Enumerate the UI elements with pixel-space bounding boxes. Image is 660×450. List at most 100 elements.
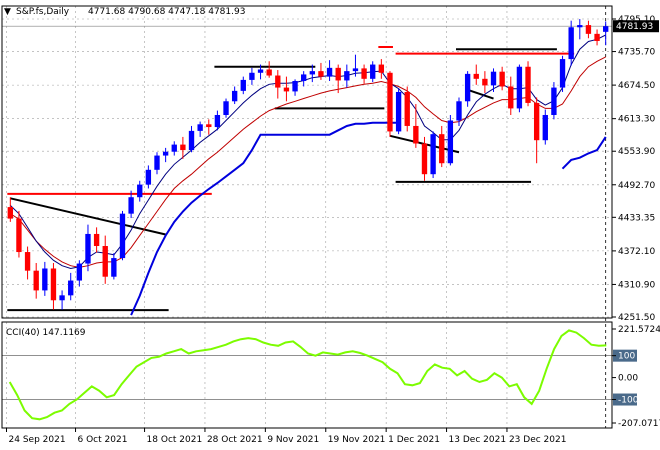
candle-body: [171, 144, 177, 152]
symbol-dropdown-icon[interactable]: ▼: [4, 7, 11, 17]
cci-level-badge: [613, 393, 637, 406]
candle-body: [59, 295, 65, 301]
long-moving-average-line: [130, 121, 399, 316]
cci-tick-label: 0.00: [618, 374, 638, 384]
candle-body: [16, 218, 22, 253]
candle-body: [542, 114, 548, 141]
symbol-label: S&P.fs,Daily: [16, 7, 70, 17]
date-tick-label: 6 Oct 2021: [78, 435, 128, 445]
candle-body: [50, 268, 57, 301]
candle-body: [559, 59, 566, 88]
candle-body: [223, 101, 229, 115]
candle-body: [430, 134, 436, 175]
date-tick-label: 13 Dec 2021: [449, 435, 507, 445]
cci-label: CCI(40) 147.1169: [6, 328, 86, 338]
price-tick-label: 4310.90: [618, 280, 655, 290]
price-tick-label: 4492.70: [618, 181, 655, 191]
candle-body: [516, 66, 523, 109]
candle-body: [145, 169, 152, 185]
cci-tick-label: -100: [618, 396, 639, 406]
candle-body: [344, 71, 350, 81]
candle-body: [266, 69, 272, 76]
candle-body: [206, 124, 212, 128]
date-tick-label: 24 Sep 2021: [9, 435, 66, 445]
candle-body: [395, 91, 402, 132]
date-tick-label: 19 Nov 2021: [328, 435, 386, 445]
candle-body: [292, 81, 298, 92]
candle-body: [525, 66, 531, 103]
price-tick-label: 4613.30: [618, 115, 655, 125]
price-panel-frame: [1, 5, 613, 319]
candle-body: [473, 73, 479, 79]
candles: [7, 19, 609, 310]
candle-body: [335, 67, 341, 81]
candle-body: [309, 71, 315, 75]
candle-body: [257, 69, 264, 73]
candle-body: [188, 130, 195, 151]
candle-body: [594, 33, 600, 41]
candle-body: [197, 124, 203, 131]
candle-body: [603, 26, 609, 32]
candle-body: [447, 120, 454, 164]
candle-body: [93, 233, 100, 247]
candle-body: [370, 64, 376, 79]
candle-body: [102, 246, 108, 277]
chart-grid: [2, 6, 612, 428]
candle-body: [439, 134, 445, 164]
candle-body: [24, 252, 31, 271]
candle-body: [387, 72, 393, 132]
axes: 4795.10 4735.70 4674.50 4613.30 4553.90 4492.…: [1, 5, 660, 445]
date-tick-label: 1 Dec 2021: [388, 435, 440, 445]
candle-body: [318, 71, 324, 77]
price-tick-label: 4674.50: [618, 81, 655, 91]
price-tick-label: 4251.50: [618, 313, 655, 323]
candle-body: [111, 258, 117, 277]
candle-body: [7, 207, 13, 219]
candle-body: [85, 233, 91, 264]
moving-averages: [9, 34, 607, 316]
price-tick-label: 4735.70: [618, 48, 655, 58]
ohlc-readout: 4771.68 4790.68 4747.18 4781.93: [88, 7, 245, 17]
date-tick-label: 28 Oct 2021: [207, 435, 263, 445]
candle-body: [456, 101, 462, 121]
candle-body: [378, 64, 385, 73]
candle-body: [154, 155, 160, 170]
current-price-badge: [613, 20, 659, 33]
cci-tick-label: 100: [618, 352, 635, 362]
candle-body: [68, 280, 74, 296]
candle-body: [568, 27, 574, 60]
candle-body: [137, 184, 143, 198]
candle-body: [231, 90, 238, 102]
candle-body: [275, 75, 281, 88]
fast-moving-average-line: [9, 34, 606, 270]
long-moving-average-line: [561, 136, 607, 170]
date-tick-label: 23 Dec 2021: [509, 435, 567, 445]
current-price-label: 4781.93: [616, 22, 653, 32]
candle-body: [162, 151, 169, 156]
cci-panel-frame: [1, 321, 613, 429]
trend-line: [467, 88, 494, 100]
candle-body: [33, 270, 39, 291]
candle-body: [421, 143, 428, 175]
candle-body: [326, 67, 333, 77]
candle-body: [180, 144, 186, 151]
candle-body: [42, 268, 48, 291]
candle-body: [76, 263, 83, 281]
candle-body: [413, 125, 419, 144]
candle-body: [240, 79, 246, 91]
candle-body: [404, 91, 410, 126]
candle-body: [352, 68, 359, 72]
candle-body: [214, 114, 221, 128]
candle-body: [361, 68, 367, 79]
candle-body: [464, 73, 471, 102]
candle-body: [490, 71, 497, 86]
chart-annotations: [2, 6, 612, 428]
candle-body: [533, 102, 540, 141]
candle-body: [128, 197, 134, 214]
trend-line: [10, 197, 166, 236]
candle-body: [301, 74, 307, 82]
cci-tick-label: -207.0717: [618, 419, 660, 429]
price-tick-label: 4433.35: [618, 213, 655, 223]
candle-body: [585, 25, 592, 34]
